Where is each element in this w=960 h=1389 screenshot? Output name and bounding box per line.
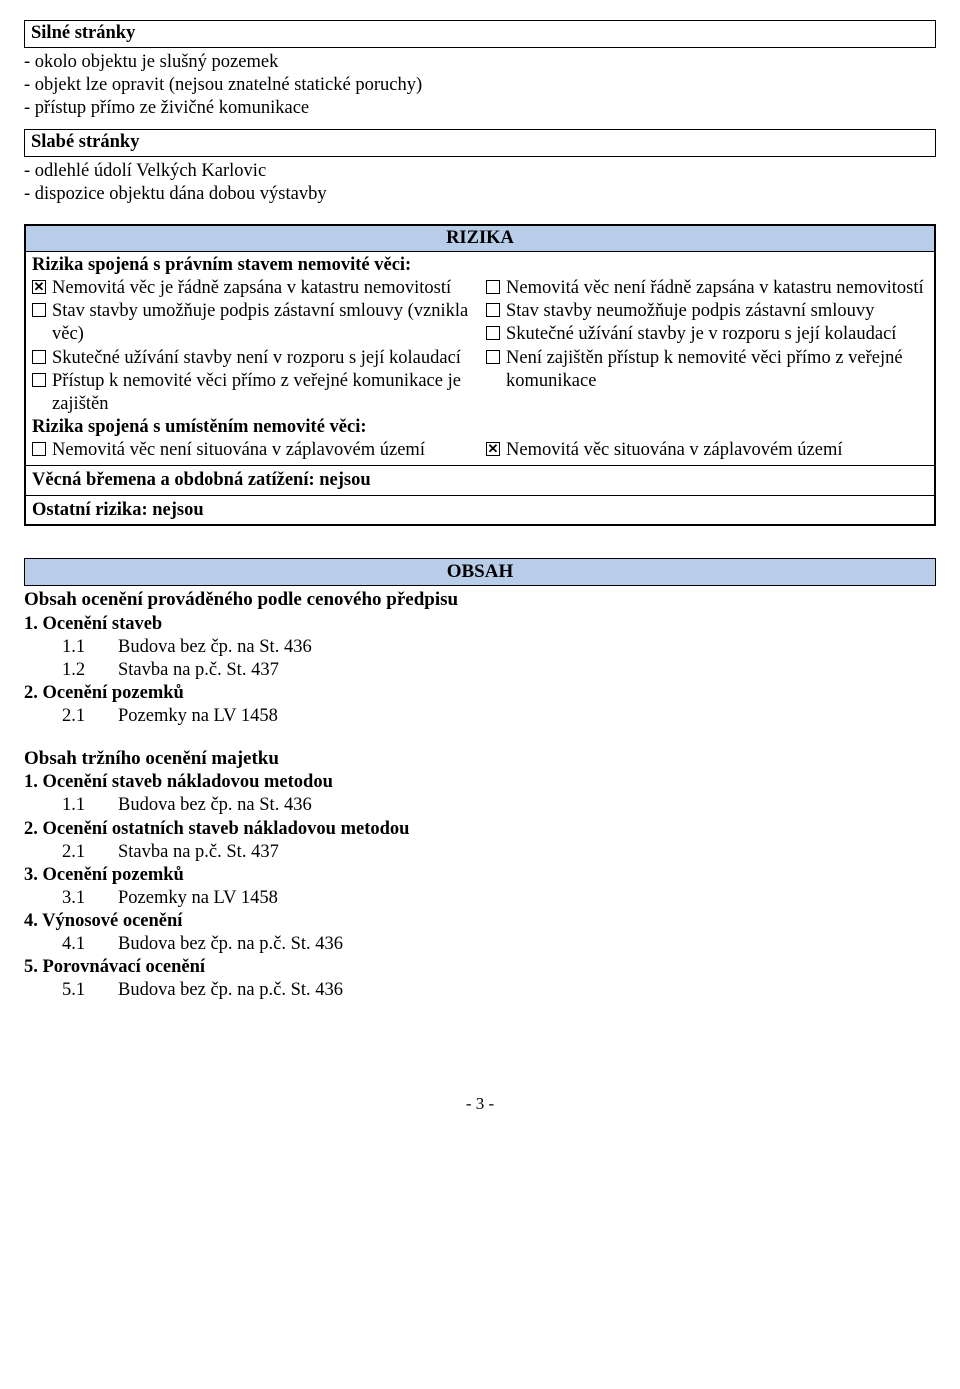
obsah-item-label: Budova bez čp. na p.č. St. 436 — [118, 933, 343, 956]
checkbox-label: Nemovitá věc situována v záplavovém územ… — [506, 439, 842, 462]
obsah-block-trzni: Obsah tržního ocenění majetku1. Ocenění … — [24, 747, 936, 1003]
obsah-item-num: 1.1 — [62, 794, 118, 817]
checkbox-label: Stav stavby umožňuje podpis zástavní sml… — [52, 300, 474, 346]
separator — [26, 495, 934, 496]
obsah-section-title: 1. Ocenění staveb — [24, 613, 936, 636]
checkbox-item: Není zajištěn přístup k nemovité věci př… — [486, 347, 928, 393]
obsah-title: OBSAH — [24, 558, 936, 586]
obsah-item: 4.1Budova bez čp. na p.č. St. 436 — [62, 933, 936, 956]
obsah-item: 1.1Budova bez čp. na St. 436 — [62, 794, 936, 817]
checkbox-icon — [486, 303, 500, 317]
checkbox-label: Skutečné užívání stavby není v rozporu s… — [52, 347, 461, 370]
checkbox-label: Nemovitá věc není situována v záplavovém… — [52, 439, 425, 462]
slabe-list: - odlehlé údolí Velkých Karlovic - dispo… — [24, 160, 936, 206]
obsah-item: 5.1Budova bez čp. na p.č. St. 436 — [62, 979, 936, 1002]
checkbox-icon — [486, 442, 500, 456]
rizika-pravni-right: Nemovitá věc není řádně zapsána v katast… — [486, 277, 928, 416]
obsah-item-label: Pozemky na LV 1458 — [118, 887, 278, 910]
obsah-item-label: Pozemky na LV 1458 — [118, 705, 278, 728]
slabe-title: Slabé stránky — [31, 132, 139, 152]
checkbox-item: Přístup k nemovité věci přímo z veřejné … — [32, 370, 474, 416]
rizika-umisteni-right: Nemovitá věc situována v záplavovém územ… — [486, 439, 928, 462]
rizika-umisteni-title: Rizika spojená s umístěním nemovité věci… — [32, 416, 928, 439]
rizika-umisteni-cols: Nemovitá věc není situována v záplavovém… — [32, 439, 928, 462]
obsah-item: 2.1Pozemky na LV 1458 — [62, 705, 936, 728]
checkbox-icon — [32, 303, 46, 317]
checkbox-item: Stav stavby neumožňuje podpis zástavní s… — [486, 300, 928, 323]
checkbox-label: Nemovitá věc není řádně zapsána v katast… — [506, 277, 924, 300]
silne-list: - okolo objektu je slušný pozemek - obje… — [24, 51, 936, 120]
obsah-item-num: 1.1 — [62, 636, 118, 659]
obsah-item: 1.2Stavba na p.č. St. 437 — [62, 659, 936, 682]
obsah-item-num: 4.1 — [62, 933, 118, 956]
obsah-item: 1.1Budova bez čp. na St. 436 — [62, 636, 936, 659]
obsah-item-label: Stavba na p.č. St. 437 — [118, 841, 279, 864]
obsah-item: 2.1Stavba na p.č. St. 437 — [62, 841, 936, 864]
checkbox-item: Skutečné užívání stavby není v rozporu s… — [32, 347, 474, 370]
obsah-section-title: 1. Ocenění staveb nákladovou metodou — [24, 771, 936, 794]
separator — [26, 465, 934, 466]
checkbox-icon — [486, 350, 500, 364]
obsah-heading: Obsah tržního ocenění majetku — [24, 747, 936, 771]
checkbox-item: Skutečné užívání stavby je v rozporu s j… — [486, 323, 928, 346]
obsah-item-num: 2.1 — [62, 705, 118, 728]
obsah-heading: Obsah ocenění prováděného podle cenového… — [24, 588, 936, 612]
list-item: - odlehlé údolí Velkých Karlovic — [24, 160, 936, 183]
obsah-item-num: 5.1 — [62, 979, 118, 1002]
rizika-pravni-title: Rizika spojená s právním stavem nemovité… — [32, 254, 928, 277]
checkbox-label: Není zajištěn přístup k nemovité věci př… — [506, 347, 928, 393]
obsah-item-num: 1.2 — [62, 659, 118, 682]
silne-stranky-box: Silné stránky — [24, 20, 936, 48]
obsah-section-title: 2. Ocenění ostatních staveb nákladovou m… — [24, 818, 936, 841]
rizika-title: RIZIKA — [26, 226, 934, 252]
rizika-pravni-left: Nemovitá věc je řádně zapsána v katastru… — [32, 277, 474, 416]
checkbox-icon — [32, 373, 46, 387]
page-number: - 3 - — [24, 1093, 936, 1114]
checkbox-icon — [486, 280, 500, 294]
checkbox-icon — [32, 442, 46, 456]
checkbox-label: Přístup k nemovité věci přímo z veřejné … — [52, 370, 474, 416]
rizika-umisteni-left: Nemovitá věc není situována v záplavovém… — [32, 439, 474, 462]
rizika-bremena: Věcná břemena a obdobná zatížení: nejsou — [32, 469, 928, 492]
checkbox-icon — [486, 326, 500, 340]
silne-title: Silné stránky — [31, 23, 135, 43]
list-item: - dispozice objektu dána dobou výstavby — [24, 183, 936, 206]
checkbox-icon — [32, 280, 46, 294]
obsah-item-label: Budova bez čp. na St. 436 — [118, 636, 312, 659]
obsah-section-title: 5. Porovnávací ocenění — [24, 956, 936, 979]
rizika-pravni-cols: Nemovitá věc je řádně zapsána v katastru… — [32, 277, 928, 416]
list-item: - přístup přímo ze živičné komunikace — [24, 97, 936, 120]
obsah-item-label: Budova bez čp. na p.č. St. 436 — [118, 979, 343, 1002]
checkbox-item: Nemovitá věc je řádně zapsána v katastru… — [32, 277, 474, 300]
obsah-section-title: 3. Ocenění pozemků — [24, 864, 936, 887]
checkbox-label: Stav stavby neumožňuje podpis zástavní s… — [506, 300, 874, 323]
checkbox-icon — [32, 350, 46, 364]
obsah-item-label: Budova bez čp. na St. 436 — [118, 794, 312, 817]
checkbox-label: Nemovitá věc je řádně zapsána v katastru… — [52, 277, 451, 300]
obsah-item-label: Stavba na p.č. St. 437 — [118, 659, 279, 682]
obsah-item: 3.1Pozemky na LV 1458 — [62, 887, 936, 910]
obsah-item-num: 2.1 — [62, 841, 118, 864]
checkbox-item: Nemovitá věc situována v záplavovém územ… — [486, 439, 928, 462]
checkbox-item: Nemovitá věc není řádně zapsána v katast… — [486, 277, 928, 300]
obsah-section-title: 2. Ocenění pozemků — [24, 682, 936, 705]
checkbox-item: Stav stavby umožňuje podpis zástavní sml… — [32, 300, 474, 346]
list-item: - objekt lze opravit (nejsou znatelné st… — [24, 74, 936, 97]
list-item: - okolo objektu je slušný pozemek — [24, 51, 936, 74]
slabe-stranky-box: Slabé stránky — [24, 129, 936, 157]
checkbox-item: Nemovitá věc není situována v záplavovém… — [32, 439, 474, 462]
obsah-item-num: 3.1 — [62, 887, 118, 910]
checkbox-label: Skutečné užívání stavby je v rozporu s j… — [506, 323, 896, 346]
rizika-panel: RIZIKA Rizika spojená s právním stavem n… — [24, 224, 936, 527]
rizika-ostatni: Ostatní rizika: nejsou — [32, 499, 928, 522]
obsah-block-cenovy-predpis: Obsah ocenění prováděného podle cenového… — [24, 588, 936, 728]
obsah-section-title: 4. Výnosové ocenění — [24, 910, 936, 933]
